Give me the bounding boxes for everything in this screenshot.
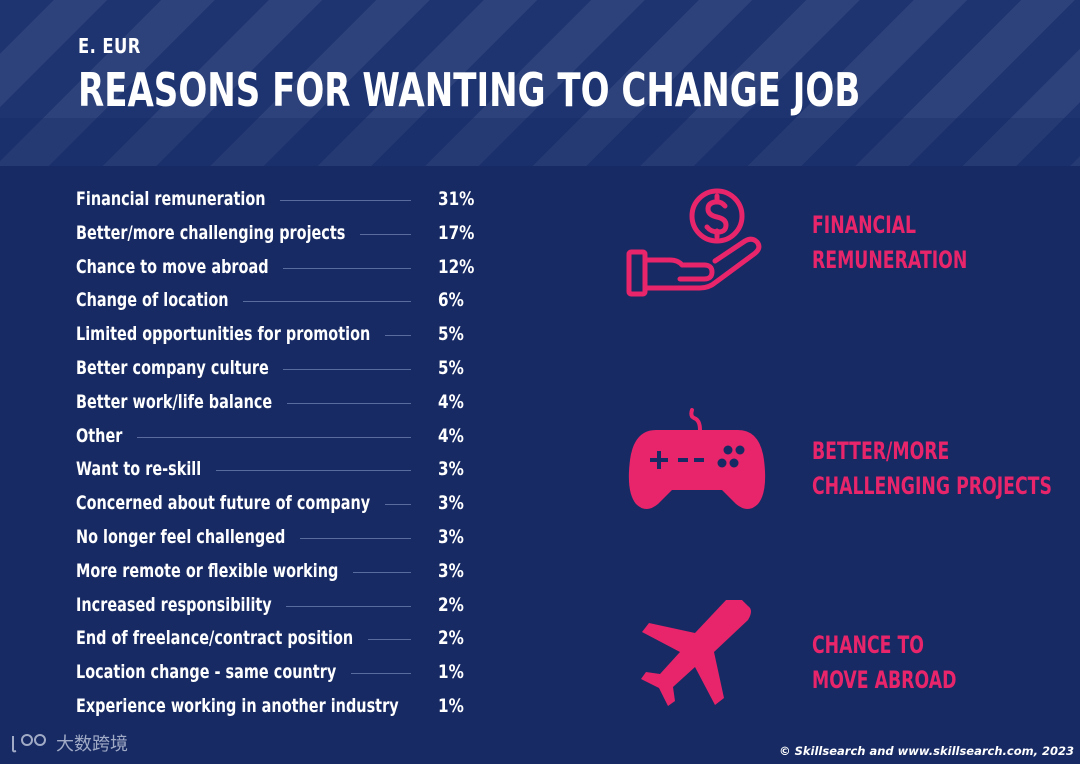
row-value: 1% xyxy=(438,661,464,684)
row-value: 5% xyxy=(438,323,464,346)
row-label: Better/more challenging projects xyxy=(76,221,346,244)
row-value: 12% xyxy=(438,255,475,278)
row-label: Other xyxy=(76,424,123,447)
row-leader-line xyxy=(216,470,411,472)
row-value: 3% xyxy=(438,525,464,548)
row-leader-line xyxy=(300,537,411,539)
row-leader-line xyxy=(360,233,411,235)
chart-title: REASONS FOR WANTING TO CHANGE JOB xyxy=(78,63,861,117)
row-value: 2% xyxy=(438,627,464,650)
watermark-text: 大数跨境 xyxy=(56,734,128,755)
row-value: 3% xyxy=(438,559,464,582)
row-leader-line xyxy=(283,368,411,370)
table-row: Change of location 6% xyxy=(76,284,476,318)
row-value: 3% xyxy=(438,492,464,515)
row-value: 4% xyxy=(438,390,464,413)
row-leader-line xyxy=(385,335,411,337)
row-value: 4% xyxy=(438,424,464,447)
row-value: 31% xyxy=(438,188,475,210)
source-credit: © Skillsearch and www.skillsearch.com, 2… xyxy=(779,744,1074,758)
row-label: Change of location xyxy=(76,289,229,312)
row-label: Increased responsibility xyxy=(76,593,272,616)
row-leader-line xyxy=(385,504,411,506)
table-row: Want to re-skill 3% xyxy=(76,453,476,487)
table-row: Better/more challenging projects 17% xyxy=(76,217,476,251)
table-row: Better company culture 5% xyxy=(76,352,476,386)
highlight-financial-line2: REMUNERATION xyxy=(812,246,968,274)
row-leader-line xyxy=(351,673,411,675)
row-value: 3% xyxy=(438,458,464,481)
row-leader-line xyxy=(283,267,411,269)
row-label: Financial remuneration xyxy=(76,188,266,210)
row-leader-line xyxy=(280,200,411,201)
watermark: 大数跨境 xyxy=(10,730,128,756)
table-row: Limited opportunities for promotion 5% xyxy=(76,318,476,352)
row-label: More remote or flexible working xyxy=(76,559,339,582)
row-leader-line xyxy=(353,571,411,573)
highlight-abroad-line1: CHANCE TO xyxy=(812,631,924,659)
table-row: End of freelance/contract position 2% xyxy=(76,622,476,656)
highlight-abroad-line2: MOVE ABROAD xyxy=(812,666,957,694)
row-leader-line xyxy=(368,639,411,641)
row-label: No longer feel challenged xyxy=(76,525,286,548)
row-leader-line xyxy=(286,605,411,607)
gamepad-icon xyxy=(628,408,766,509)
row-label: Concerned about future of company xyxy=(76,492,371,515)
table-row: Other 4% xyxy=(76,420,476,454)
row-value: 6% xyxy=(438,289,464,312)
row-label: Location change - same country xyxy=(76,661,337,684)
airplane-icon xyxy=(641,600,751,706)
row-leader-line xyxy=(243,301,411,303)
highlight-projects-line1: BETTER/MORE xyxy=(812,437,950,465)
chart-subtitle: E. EUR xyxy=(78,34,141,58)
table-row: More remote or flexible working 3% xyxy=(76,555,476,589)
header-shade xyxy=(0,118,1080,166)
row-leader-line xyxy=(287,402,411,404)
highlight-financial-line1: FINANCIAL xyxy=(812,211,917,239)
row-leader-line xyxy=(137,436,411,438)
table-row: No longer feel challenged 3% xyxy=(76,521,476,555)
row-label: Experience working in another industry xyxy=(76,694,399,717)
table-row: Better work/life balance 4% xyxy=(76,386,476,420)
hand-dollar-icon xyxy=(626,188,762,297)
row-label: Want to re-skill xyxy=(76,458,202,481)
row-value: 1% xyxy=(438,694,464,717)
header-banner: E. EUR REASONS FOR WANTING TO CHANGE JOB xyxy=(0,0,1080,166)
table-row: Financial remuneration 31% xyxy=(76,183,476,217)
row-label: Better company culture xyxy=(76,356,269,379)
row-value: 2% xyxy=(438,593,464,616)
reasons-table: Financial remuneration 31% Better/more cha… xyxy=(76,183,476,724)
table-row: Increased responsibility 2% xyxy=(76,589,476,623)
row-label: End of freelance/contract position xyxy=(76,627,354,650)
row-label: Limited opportunities for promotion xyxy=(76,323,371,346)
row-value: 17% xyxy=(438,221,475,244)
row-label: Better work/life balance xyxy=(76,390,273,413)
row-value: 5% xyxy=(438,356,464,379)
highlight-projects-line2: CHALLENGING PROJECTS xyxy=(812,472,1052,500)
table-row: Chance to move abroad 12% xyxy=(76,251,476,285)
row-label: Chance to move abroad xyxy=(76,255,269,278)
table-row: Location change - same country 1% xyxy=(76,656,476,690)
watermark-logo-icon xyxy=(12,734,46,753)
table-row: Concerned about future of company 3% xyxy=(76,487,476,521)
table-row: Experience working in another industry 1% xyxy=(76,690,476,724)
